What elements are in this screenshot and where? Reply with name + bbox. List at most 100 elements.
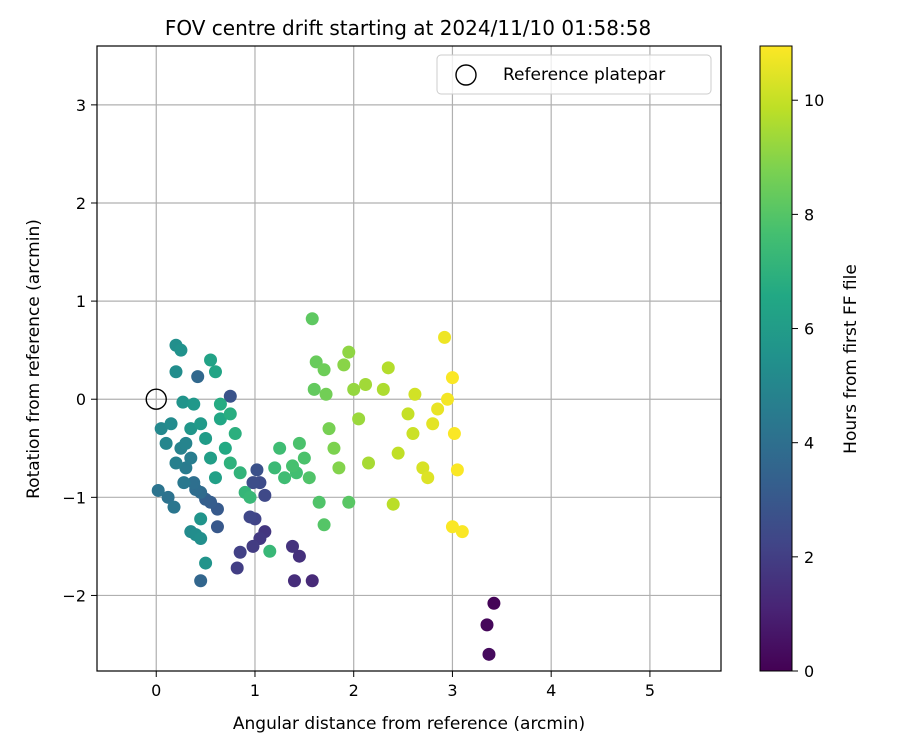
data-point xyxy=(233,466,247,480)
colorbar-label: Hours from first FF file xyxy=(841,264,861,454)
data-point xyxy=(278,471,292,485)
data-point xyxy=(337,358,351,372)
x-tick-label: 5 xyxy=(645,681,655,700)
data-point xyxy=(233,545,247,559)
data-point xyxy=(305,574,319,588)
colorbar-tick-label: 8 xyxy=(804,205,814,224)
data-point xyxy=(438,330,452,344)
data-point xyxy=(177,476,191,490)
data-point xyxy=(317,518,331,532)
data-point xyxy=(307,382,321,396)
data-point xyxy=(169,456,183,470)
data-point xyxy=(426,417,440,431)
data-point xyxy=(445,520,459,534)
data-point xyxy=(161,490,175,504)
data-point xyxy=(359,378,373,392)
colorbar-tick-label: 4 xyxy=(804,434,814,453)
data-points xyxy=(145,312,501,661)
data-point xyxy=(309,355,323,369)
data-point xyxy=(176,395,190,409)
data-point xyxy=(258,488,272,502)
data-point xyxy=(305,312,319,326)
data-point xyxy=(159,436,173,450)
y-axis-ticks: −2 −1 0 1 2 3 xyxy=(62,96,97,605)
data-point xyxy=(208,365,222,379)
chart-title: FOV centre drift starting at 2024/11/10 … xyxy=(165,16,651,40)
data-point xyxy=(421,471,435,485)
data-point xyxy=(210,520,224,534)
plot-area-frame xyxy=(96,45,722,672)
data-point xyxy=(401,407,415,421)
data-point xyxy=(194,512,208,526)
data-point xyxy=(447,427,461,441)
data-point xyxy=(342,345,356,359)
legend: Reference platepar xyxy=(436,54,712,95)
data-point xyxy=(204,451,218,465)
data-point xyxy=(194,574,208,588)
y-axis-label: Rotation from reference (arcmin) xyxy=(24,219,44,499)
data-point xyxy=(287,574,301,588)
data-point xyxy=(230,561,244,575)
x-tick-label: 3 xyxy=(447,681,457,700)
data-point xyxy=(408,387,422,401)
data-point xyxy=(179,461,193,475)
data-point xyxy=(285,539,299,553)
data-point xyxy=(342,495,356,509)
data-point xyxy=(322,422,336,436)
data-point xyxy=(406,427,420,441)
data-point xyxy=(332,461,346,475)
data-point xyxy=(487,596,501,610)
data-point xyxy=(228,427,242,441)
data-point xyxy=(243,490,257,504)
legend-box xyxy=(436,54,712,95)
x-tick-label: 1 xyxy=(250,681,260,700)
x-tick-label: 2 xyxy=(349,681,359,700)
data-point xyxy=(416,461,430,475)
data-point xyxy=(352,412,366,426)
colorbar-tick-label: 0 xyxy=(804,662,814,681)
data-point xyxy=(187,397,201,411)
data-point xyxy=(213,397,227,411)
data-point xyxy=(441,392,455,406)
data-point xyxy=(191,370,205,384)
data-point xyxy=(213,412,227,426)
data-point xyxy=(246,476,260,490)
data-point xyxy=(319,387,333,401)
y-tick-label: −1 xyxy=(62,488,86,507)
data-point xyxy=(204,353,218,367)
data-point xyxy=(482,647,496,661)
data-point xyxy=(327,441,341,455)
data-point xyxy=(223,456,237,470)
data-point xyxy=(268,461,282,475)
data-point xyxy=(243,510,257,524)
data-point xyxy=(199,556,213,570)
x-axis-label: Angular distance from reference (arcmin) xyxy=(233,714,585,734)
data-point xyxy=(169,365,183,379)
data-point xyxy=(184,451,198,465)
data-point xyxy=(164,417,178,431)
data-point xyxy=(179,436,193,450)
y-tick-label: −2 xyxy=(62,586,86,605)
data-point xyxy=(246,539,260,553)
data-point xyxy=(362,456,376,470)
colorbar-tick-label: 10 xyxy=(804,91,824,110)
data-point xyxy=(431,402,445,416)
data-point xyxy=(285,459,299,473)
data-point xyxy=(317,363,331,377)
legend-reference-label: Reference platepar xyxy=(503,65,665,85)
y-tick-label: 3 xyxy=(76,96,86,115)
reference-platepar-marker xyxy=(145,388,167,410)
data-point xyxy=(223,389,237,403)
legend-reference-marker xyxy=(455,64,477,86)
data-point xyxy=(445,371,459,385)
data-point xyxy=(376,382,390,396)
data-point xyxy=(184,422,198,436)
data-point xyxy=(297,451,311,465)
data-point xyxy=(218,441,232,455)
colorbar xyxy=(759,45,793,672)
data-point xyxy=(151,483,165,497)
colorbar-ticks: 0 2 4 6 8 10 xyxy=(792,91,824,681)
data-point xyxy=(263,544,277,558)
data-point xyxy=(187,476,201,490)
data-point xyxy=(167,500,181,514)
